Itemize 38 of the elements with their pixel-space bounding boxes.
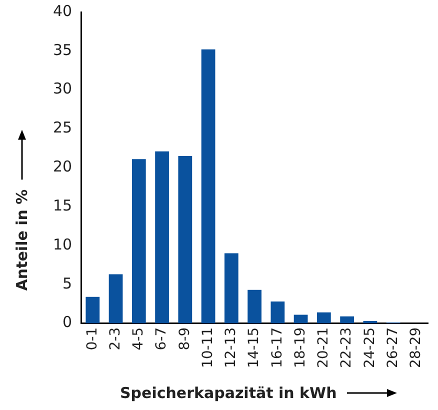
- y-tick-label: 30: [52, 80, 72, 98]
- x-tick-label: 12-13: [223, 327, 240, 368]
- y-tick-label: 35: [52, 40, 72, 59]
- x-tick-label: 26-27: [384, 327, 401, 368]
- y-tick-label: 25: [52, 118, 72, 137]
- y-tick-label: 5: [62, 274, 72, 292]
- y-tick-label: 0: [62, 313, 72, 332]
- bar: [132, 159, 146, 324]
- bar: [155, 151, 169, 324]
- y-tick-label: 15: [52, 196, 72, 214]
- y-tick-label: 40: [52, 2, 72, 20]
- x-tick-label: 22-23: [338, 327, 355, 368]
- x-tick-label: 16-17: [269, 327, 286, 368]
- bar: [108, 274, 123, 324]
- x-tick-label: 2-3: [107, 327, 124, 350]
- bar: [270, 302, 285, 324]
- bar: [224, 253, 238, 324]
- bar: [178, 156, 192, 324]
- bar: [340, 316, 354, 324]
- x-tick-label: 18-19: [292, 327, 308, 368]
- y-axis-title: Anteile in %: [13, 189, 31, 291]
- x-tick-label: 8-9: [176, 327, 193, 350]
- x-tick-label: 28-29: [408, 327, 424, 368]
- y-tick-label: 10: [52, 235, 72, 254]
- bar: [201, 49, 216, 324]
- x-tick-label: 4-5: [130, 327, 147, 350]
- bar: [316, 312, 331, 324]
- x-tick-label: 6-7: [154, 327, 170, 350]
- bar: [86, 296, 100, 324]
- y-tick-label: 20: [52, 158, 72, 176]
- bar: [248, 290, 262, 324]
- x-tick-label: 14-15: [246, 327, 262, 368]
- x-tick-label: 0-1: [84, 327, 100, 350]
- x-axis-title: Speicherkapazität in kWh: [120, 384, 337, 402]
- x-tick-label: 24-25: [362, 327, 378, 368]
- bar: [294, 314, 308, 324]
- x-tick-label: 10-11: [200, 327, 216, 368]
- x-tick-label: 20-21: [316, 327, 332, 368]
